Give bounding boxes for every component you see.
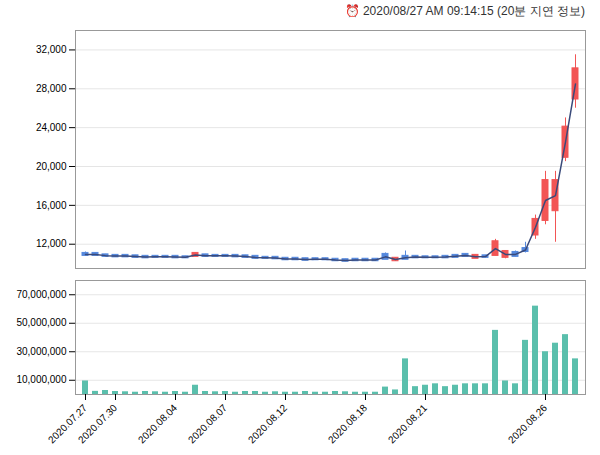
svg-text:10,000,000: 10,000,000: [16, 374, 66, 385]
svg-text:28,000: 28,000: [36, 83, 67, 94]
svg-text:2020.07.27: 2020.07.27: [46, 402, 90, 446]
svg-text:16,000: 16,000: [36, 200, 67, 211]
svg-text:32,000: 32,000: [36, 44, 67, 55]
html-text:⏰ 2020/08/27 AM 09:14:15 (20분: ⏰ 2020/08/27 AM 09:14:15 (20분 지연 정보): [344, 4, 585, 18]
svg-text:20,000: 20,000: [36, 161, 67, 172]
svg-text:2020.08.21: 2020.08.21: [386, 402, 429, 445]
svg-text:2020.08.04: 2020.08.04: [136, 402, 179, 445]
svg-text:2020.08.07: 2020.08.07: [186, 402, 229, 445]
svg-text:30,000,000: 30,000,000: [16, 346, 66, 357]
svg-text:50,000,000: 50,000,000: [16, 317, 66, 328]
svg-text:2020.08.12: 2020.08.12: [246, 402, 289, 445]
svg-text:70,000,000: 70,000,000: [16, 289, 66, 300]
svg-text:24,000: 24,000: [36, 122, 67, 133]
svg-text:2020.08.18: 2020.08.18: [326, 402, 369, 445]
svg-text:12,000: 12,000: [36, 238, 67, 249]
svg-text:2020.07.30: 2020.07.30: [76, 402, 119, 445]
svg-text:2020.08.26: 2020.08.26: [506, 402, 549, 445]
